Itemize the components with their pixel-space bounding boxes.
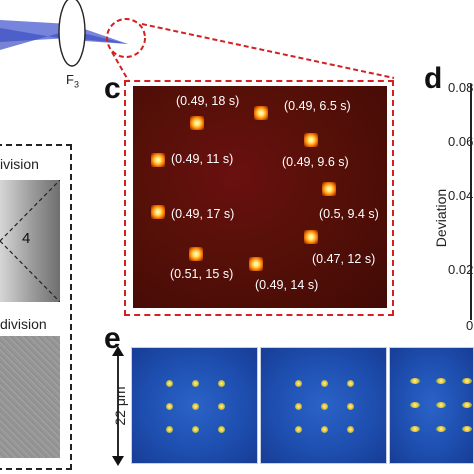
spot-label-1: (0.49, 18 s) (176, 94, 240, 108)
trap-spot-3 (304, 133, 318, 147)
y-tick-0-02: 0.02 (448, 262, 474, 277)
spot-3-3 (462, 378, 472, 384)
spot-2-3 (347, 380, 354, 387)
spot-3-9 (462, 426, 472, 432)
division-top-label: ivision (0, 156, 39, 172)
zoom-line-right (141, 23, 395, 79)
division-panel-frame (0, 144, 72, 470)
panel-d-axis-line (470, 84, 472, 320)
panel-letter-e: e (104, 322, 121, 355)
trap-spot-7 (304, 230, 318, 244)
division-noise-square (0, 336, 60, 458)
camera-image-2 (260, 347, 387, 464)
spot-3-1 (410, 378, 420, 384)
spot-label-9: (0.49, 14 s) (255, 278, 319, 292)
division-region-number: 4 (22, 230, 31, 247)
trap-spot-6 (151, 205, 165, 219)
panel-d-ylabel: Deviation (433, 188, 449, 248)
panel-letter-c: c (104, 72, 121, 105)
spot-3-6 (462, 402, 472, 408)
spot-label-6: (0.5, 9.4 s) (319, 207, 379, 221)
panel-c-frame (124, 80, 394, 316)
camera-image-1 (131, 347, 258, 464)
y-tick-0-06: 0.06 (448, 134, 474, 149)
spot-label-7: (0.47, 12 s) (312, 252, 376, 266)
y-tick-0-04: 0.04 (448, 188, 474, 203)
spot-1-1 (166, 380, 173, 387)
spot-2-4 (295, 403, 302, 410)
spot-label-3: (0.49, 11 s) (171, 152, 234, 166)
scale-bar-label: 22 μm (112, 386, 128, 426)
y-tick-0: 0 (466, 318, 474, 333)
trap-spot-4 (151, 153, 165, 167)
trap-spot-8 (189, 247, 203, 261)
spot-2-8 (321, 426, 328, 433)
diagonal-upper (0, 180, 60, 242)
spot-2-6 (347, 403, 354, 410)
spot-1-5 (192, 403, 199, 410)
spot-3-5 (436, 402, 446, 408)
spot-1-8 (192, 426, 199, 433)
panel-letter-d: d (424, 62, 443, 95)
lens-label: F3 (66, 72, 79, 90)
camera-image-3 (389, 347, 474, 464)
spot-2-7 (295, 426, 302, 433)
spot-label-5: (0.49, 17 s) (171, 207, 235, 221)
lens-label-subscript: 3 (73, 79, 79, 90)
division-gradient-square (0, 180, 60, 302)
spot-3-4 (410, 402, 420, 408)
spot-1-2 (192, 380, 199, 387)
trap-spot-1 (190, 116, 204, 130)
laser-beam-lower (0, 28, 128, 50)
trap-spot-5 (322, 182, 336, 196)
diagonal-lower (0, 240, 60, 302)
spot-1-3 (218, 380, 225, 387)
spot-1-4 (166, 403, 173, 410)
division-bottom-label: division (0, 316, 47, 332)
trap-spot-2 (254, 106, 268, 120)
spot-3-2 (436, 378, 446, 384)
spot-2-9 (347, 426, 354, 433)
zoom-line-left (111, 51, 129, 81)
spot-label-2: (0.49, 6.5 s) (284, 99, 351, 113)
spot-1-7 (166, 426, 173, 433)
lens-label-text: F (66, 72, 74, 87)
spot-label-4: (0.49, 9.6 s) (282, 155, 349, 169)
y-tick-0-08: 0.08 (448, 80, 474, 95)
spot-2-5 (321, 403, 328, 410)
spot-2-2 (321, 380, 328, 387)
panel-c-image: (0.49, 18 s) (0.49, 6.5 s) (0.49, 11 s) … (133, 86, 387, 308)
lens-f3 (58, 0, 86, 67)
division-diagonals (0, 180, 60, 302)
scale-bar-arrow (112, 346, 124, 466)
beam-lens-diagram (0, 0, 146, 67)
spot-3-7 (410, 426, 420, 432)
spot-1-9 (218, 426, 225, 433)
spot-3-8 (436, 426, 446, 432)
spot-label-8: (0.51, 15 s) (170, 267, 234, 281)
trap-spot-9 (249, 257, 263, 271)
spot-2-1 (295, 380, 302, 387)
focus-zoom-circle (106, 18, 146, 58)
spot-1-6 (218, 403, 225, 410)
